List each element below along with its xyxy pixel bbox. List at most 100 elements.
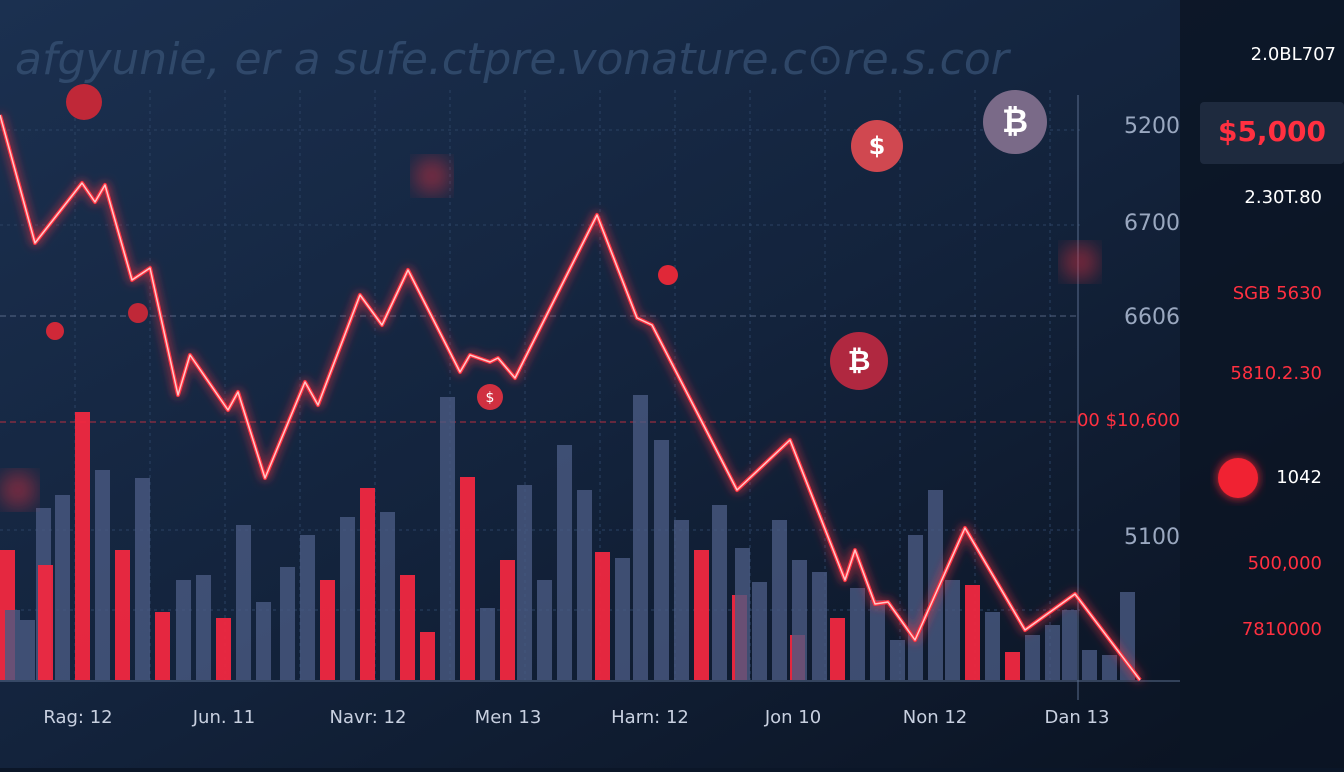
y-axis-label: 5200: [1124, 114, 1180, 139]
dot: [66, 84, 102, 120]
volume-bar: [928, 490, 943, 680]
volume-bar: [216, 618, 231, 680]
volume-bar: [400, 575, 415, 680]
volume-bar: [480, 608, 495, 680]
volume-bar: [440, 397, 455, 680]
volume-bar: [320, 580, 335, 680]
volume-bar: [792, 560, 807, 680]
x-axis-label: Jon 10: [764, 707, 821, 728]
panel-text: 5810.2.30: [1230, 363, 1322, 384]
dot: [46, 322, 64, 340]
panel-text: 1042: [1276, 467, 1322, 488]
volume-bar: [460, 477, 475, 680]
x-axis-label: Jun. 11: [192, 707, 255, 728]
x-axis-labels: Rag: 12 Jun. 11 Navr: 12 Men 13 Harn: 12 Jon …: [43, 707, 1109, 728]
x-axis-label: Dan 13: [1045, 707, 1110, 728]
volume-bar: [674, 520, 689, 680]
coin-glyph: ₿: [1002, 102, 1028, 140]
dot: [658, 265, 678, 285]
volume-bar: [595, 552, 610, 680]
volume-bar: [772, 520, 787, 680]
volume-bar: [115, 550, 130, 680]
x-axis-label: Non 12: [903, 707, 968, 728]
price-line-core: [0, 114, 1141, 681]
panel-text: 2.30T.80: [1244, 187, 1322, 208]
volume-bar: [850, 588, 865, 680]
volume-bar: [5, 610, 20, 680]
y-axis-label: 00 $10,600: [1077, 410, 1180, 431]
coin-glyph: $: [486, 390, 495, 406]
y-axis-label: 5100: [1124, 525, 1180, 550]
volume-bar: [155, 612, 170, 680]
volume-bar: [75, 412, 90, 680]
price-box: [1200, 102, 1344, 164]
volume-bar: [890, 640, 905, 680]
volume-bar: [694, 550, 709, 680]
volume-bar: [1120, 592, 1135, 680]
panel-text: SGB 5630: [1233, 283, 1322, 304]
volume-bar: [557, 445, 572, 680]
volume-bar: [135, 478, 150, 680]
coin-icon: [830, 332, 888, 390]
x-axis-label: Men 13: [475, 707, 542, 728]
volume-bar: [20, 620, 35, 680]
volume-bar: [985, 612, 1000, 680]
volume-bar: [633, 395, 648, 680]
volume-bar: [196, 575, 211, 680]
x-axis-label: Rag: 12: [43, 707, 112, 728]
volume-bar: [812, 572, 827, 680]
volume-bar: [945, 580, 960, 680]
coin-glyph: ₿: [848, 344, 871, 377]
volume-bar: [1102, 655, 1117, 680]
volume-bar: [1005, 652, 1020, 680]
volume-bar: [55, 495, 70, 680]
volume-bar: [965, 585, 980, 680]
volume-bar: [752, 582, 767, 680]
volume-bar: [340, 517, 355, 680]
volume-bar: [280, 567, 295, 680]
volume-bar: [1062, 610, 1077, 680]
volume-bar: [420, 632, 435, 680]
panel-text: 500,000: [1248, 553, 1322, 574]
coin-icon: [477, 384, 503, 410]
volume-bar: [95, 470, 110, 680]
volume-bar: [712, 505, 727, 680]
volume-bar: [300, 535, 315, 680]
dot: [128, 303, 148, 323]
volume-bar: [380, 512, 395, 680]
y-axis-labels: 5200 6700 6606 00 $10,600 5100: [1077, 114, 1180, 550]
volume-bar: [830, 618, 845, 680]
volume-bar: [908, 535, 923, 680]
panel-text: 7810000: [1242, 619, 1322, 640]
volume-bar: [537, 580, 552, 680]
glow-dot: [1062, 244, 1098, 280]
x-axis-label: Navr: 12: [330, 707, 407, 728]
volume-bar: [517, 485, 532, 680]
volume-bar: [360, 488, 375, 680]
volume-bar: [615, 558, 630, 680]
volume-bar: [577, 490, 592, 680]
coin-icon: [983, 90, 1047, 154]
panel-text: 2.0BL707: [1251, 44, 1336, 65]
watermark: afgyunie, er a sufe.ctpre.vonature.c⊙re.…: [15, 34, 1012, 85]
volume-bar: [38, 565, 53, 680]
volume-bar: [176, 580, 191, 680]
dot: [1218, 458, 1258, 498]
volume-bar: [870, 600, 885, 680]
volume-bar: [1082, 650, 1097, 680]
y-axis-label: 6606: [1124, 305, 1180, 330]
volume-bar: [256, 602, 271, 680]
x-axis-label: Harn: 12: [611, 707, 689, 728]
volume-bar: [735, 548, 750, 680]
glow-dot: [0, 472, 36, 508]
price: $5,000: [1218, 115, 1326, 148]
volume-bar: [654, 440, 669, 680]
volume-bar: [236, 525, 251, 680]
coin-glyph: $: [869, 132, 886, 160]
glow-dot: [414, 158, 450, 194]
volume-bar: [1045, 625, 1060, 680]
volume-bar: [1025, 635, 1040, 680]
y-axis-label: 6700: [1124, 211, 1180, 236]
